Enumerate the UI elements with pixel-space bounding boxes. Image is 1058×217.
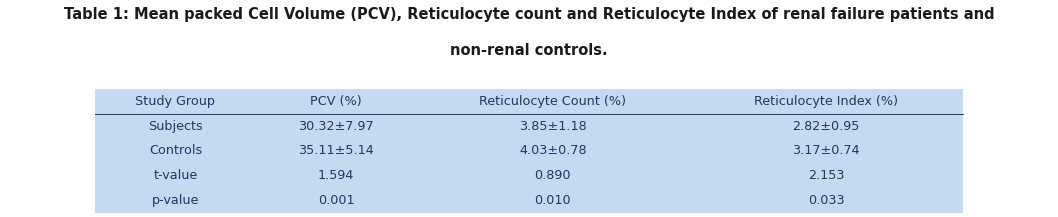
Text: Reticulocyte Index (%): Reticulocyte Index (%) xyxy=(754,95,898,108)
Text: Table 1: Mean packed Cell Volume (PCV), Reticulocyte count and Reticulocyte Inde: Table 1: Mean packed Cell Volume (PCV), … xyxy=(63,7,995,21)
Text: 0.001: 0.001 xyxy=(317,194,354,207)
Text: p-value: p-value xyxy=(151,194,199,207)
Text: Subjects: Subjects xyxy=(148,120,203,133)
Text: t-value: t-value xyxy=(153,169,198,182)
Text: 3.85±1.18: 3.85±1.18 xyxy=(519,120,587,133)
Text: 30.32±7.97: 30.32±7.97 xyxy=(298,120,373,133)
Text: 1.594: 1.594 xyxy=(317,169,354,182)
Text: PCV (%): PCV (%) xyxy=(310,95,362,108)
Text: non-renal controls.: non-renal controls. xyxy=(451,43,607,58)
Text: 2.153: 2.153 xyxy=(808,169,844,182)
Text: 4.03±0.78: 4.03±0.78 xyxy=(519,144,587,157)
Text: 2.82±0.95: 2.82±0.95 xyxy=(792,120,860,133)
Text: Controls: Controls xyxy=(149,144,202,157)
Text: 0.033: 0.033 xyxy=(808,194,844,207)
Text: 0.890: 0.890 xyxy=(534,169,571,182)
Text: Study Group: Study Group xyxy=(135,95,216,108)
Text: 35.11±5.14: 35.11±5.14 xyxy=(298,144,373,157)
Text: Reticulocyte Count (%): Reticulocyte Count (%) xyxy=(479,95,626,108)
Text: 0.010: 0.010 xyxy=(534,194,571,207)
Text: 3.17±0.74: 3.17±0.74 xyxy=(792,144,860,157)
